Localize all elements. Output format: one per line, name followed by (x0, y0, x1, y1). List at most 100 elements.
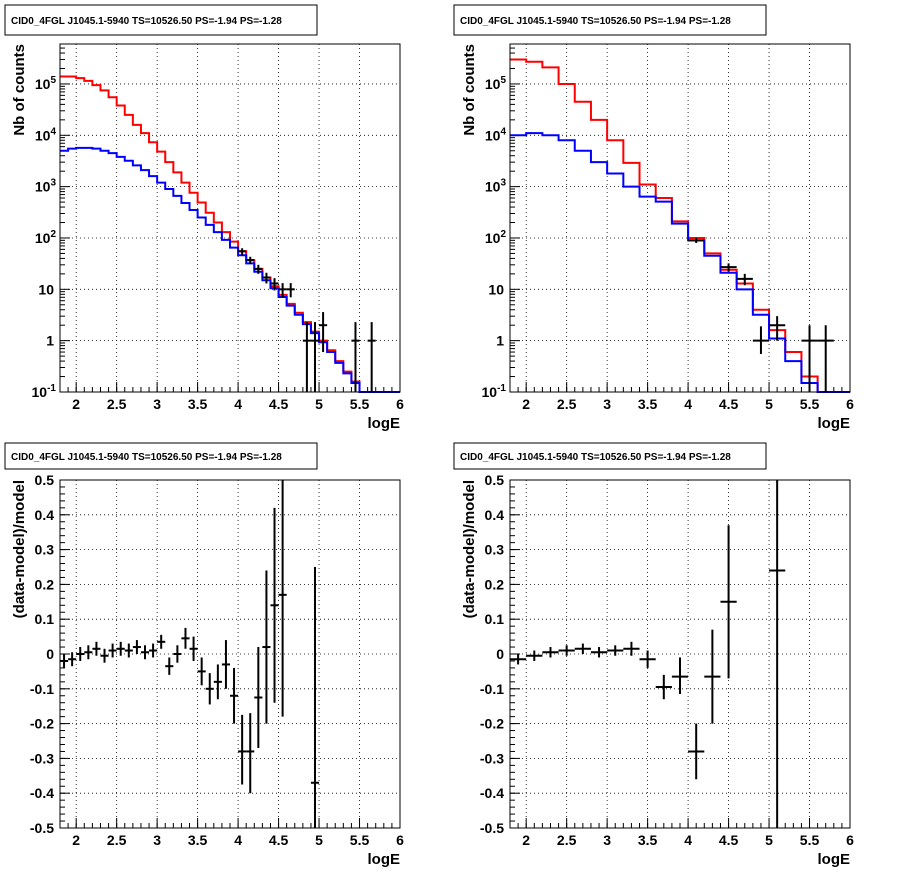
y-tick-label: 103 (485, 178, 507, 195)
x-tick-label: 2.5 (557, 832, 577, 848)
x-tick-label: 5 (765, 832, 773, 848)
x-tick-label: 6 (846, 396, 854, 412)
y-tick-label: 0.2 (485, 576, 505, 592)
data-point (769, 480, 786, 828)
y-tick-label: -0.5 (480, 820, 504, 836)
data-point (302, 322, 311, 392)
histogram-series (510, 58, 850, 393)
data-point (720, 525, 737, 679)
x-tick-label: 2.5 (107, 832, 127, 848)
x-tick-label: 2 (72, 396, 80, 412)
data-point (173, 645, 182, 663)
x-tick-label: 3 (603, 396, 611, 412)
data-point (149, 643, 158, 658)
data-point (351, 322, 360, 392)
x-axis-label: logE (818, 851, 851, 868)
plot-frame (59, 479, 401, 829)
data-point (688, 237, 705, 243)
y-tick-label: 10-1 (482, 383, 507, 400)
data-point (270, 507, 279, 703)
panel-title: CID0_4FGL J1045.1-5940 TS=10526.50 PS=-1… (460, 452, 731, 463)
y-axis-label: Nb of counts (11, 44, 28, 136)
x-tick-label: 2 (522, 396, 530, 412)
x-tick-label: 2 (72, 832, 80, 848)
data-point (92, 641, 101, 656)
title-box-frame (4, 4, 318, 36)
x-tick-label: 4.5 (719, 396, 739, 412)
data-point (116, 641, 125, 656)
y-tick-label: 102 (35, 229, 57, 246)
x-tick-label: 2 (522, 832, 530, 848)
y-tick-label: -0.4 (30, 785, 54, 801)
data-point (607, 645, 624, 656)
panel-title: CID0_4FGL J1045.1-5940 TS=10526.50 PS=-1… (11, 16, 282, 27)
x-tick-label: 3.5 (188, 832, 208, 848)
data-point (230, 667, 239, 724)
panel-top-left: CID0_4FGL J1045.1-5940 TS=10526.50 PS=-1… (4, 4, 404, 432)
panel-title-box: CID0_4FGL J1045.1-5940 TS=10526.50 PS=-1… (4, 4, 318, 36)
data-point (286, 283, 295, 298)
data-point (510, 654, 527, 665)
y-tick-label: 103 (35, 178, 57, 195)
x-tick-label: 3 (153, 832, 161, 848)
data-point (367, 322, 376, 392)
plot-frame (509, 479, 851, 829)
x-tick-label: 5.5 (350, 832, 370, 848)
data-point (801, 325, 818, 392)
data-point (671, 657, 689, 695)
data-point (68, 652, 77, 667)
panel-bottom-right: CID0_4FGL J1045.1-5940 TS=10526.50 PS=-1… (453, 442, 854, 868)
y-tick-label: -0.2 (480, 716, 504, 732)
y-tick-label: 0.1 (485, 611, 505, 627)
y-tick-label: -0.4 (480, 785, 504, 801)
y-tick-label: 0.2 (35, 576, 55, 592)
data-point (246, 713, 255, 794)
data-point (526, 650, 543, 661)
y-tick-label: 10 (38, 281, 54, 297)
data-point (108, 643, 117, 658)
y-tick-label: -0.3 (30, 750, 54, 766)
x-axis-label: logE (368, 415, 401, 432)
x-tick-label: 5.5 (800, 396, 820, 412)
y-tick-label: 0.3 (35, 542, 55, 558)
y-tick-label: 0 (46, 646, 54, 662)
x-tick-label: 4.5 (719, 832, 739, 848)
panel-title: CID0_4FGL J1045.1-5940 TS=10526.50 PS=-1… (460, 16, 731, 27)
y-tick-label: -0.5 (30, 820, 54, 836)
x-tick-label: 4 (684, 396, 692, 412)
y-tick-label: -0.1 (480, 681, 504, 697)
y-tick-label: 0 (496, 646, 504, 662)
y-axis-label: Nb of counts (461, 44, 478, 136)
data-point (655, 674, 672, 700)
x-tick-label: 4.5 (269, 832, 289, 848)
x-tick-label: 3 (153, 396, 161, 412)
x-tick-label: 5 (315, 396, 323, 412)
x-tick-label: 4.5 (269, 396, 289, 412)
data-point (262, 272, 271, 284)
x-tick-label: 3.5 (188, 396, 208, 412)
y-tick-label: 0.3 (485, 542, 505, 558)
data-point (254, 647, 263, 748)
data-point (720, 263, 737, 272)
data-point (165, 657, 174, 675)
data-point (590, 647, 608, 658)
data-point (238, 714, 247, 785)
data-point (310, 322, 320, 392)
x-tick-label: 2.5 (107, 396, 127, 412)
data-point (319, 312, 328, 353)
x-tick-label: 6 (846, 832, 854, 848)
y-tick-label: 102 (485, 229, 507, 246)
data-point (221, 640, 230, 689)
data-point (100, 648, 109, 663)
y-tick-label: 0.1 (35, 611, 55, 627)
data-point (574, 643, 591, 654)
y-tick-label: -0.1 (30, 681, 54, 697)
y-tick-label: 0.4 (485, 507, 505, 523)
x-tick-label: 3.5 (638, 396, 658, 412)
x-tick-label: 6 (396, 832, 404, 848)
data-point (270, 278, 279, 291)
data-point (278, 283, 287, 298)
data-point (189, 636, 198, 661)
data-point (132, 640, 141, 654)
